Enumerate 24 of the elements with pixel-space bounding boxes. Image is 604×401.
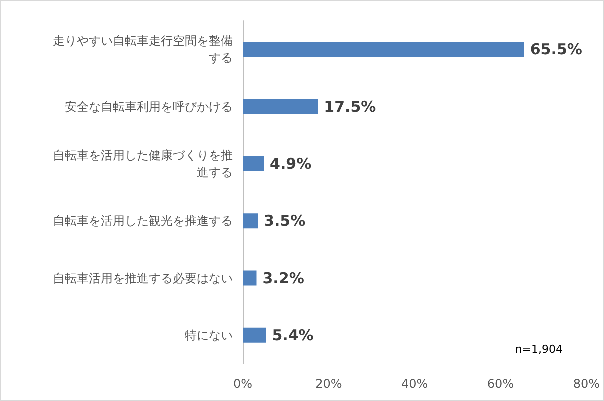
y-tick-label: 特にない: [185, 328, 233, 342]
bar: [243, 42, 524, 58]
bar: [243, 270, 257, 286]
x-tick-label: 60%: [487, 377, 514, 391]
x-tick-label: 80%: [573, 377, 600, 391]
data-label: 3.5%: [264, 212, 306, 230]
y-tick-label: 自転車活用を推進する必要はない: [53, 271, 233, 286]
x-tick-label: 0%: [233, 377, 253, 391]
data-label: 17.5%: [324, 98, 376, 116]
bar: [243, 328, 266, 343]
bar: [243, 99, 318, 114]
x-tick-label: 40%: [401, 377, 428, 391]
bar: [243, 156, 264, 172]
y-tick-label: 走りやすい自転車走行空間を整備する: [53, 34, 233, 66]
data-label: 65.5%: [530, 40, 582, 59]
data-label: 5.4%: [272, 326, 314, 344]
y-tick-label: 自転車を活用した観光を推進する: [53, 214, 233, 228]
annotation: n=1,904: [515, 343, 564, 356]
data-label: 4.9%: [270, 154, 312, 173]
y-tick-label: 自転車を活用した健康づくりを推進する: [53, 148, 233, 180]
y-tick-label: 安全な自転車利用を呼びかける: [65, 100, 233, 114]
bar: [243, 214, 258, 229]
x-tick-label: 20%: [316, 377, 342, 391]
data-label: 3.2%: [262, 269, 304, 288]
